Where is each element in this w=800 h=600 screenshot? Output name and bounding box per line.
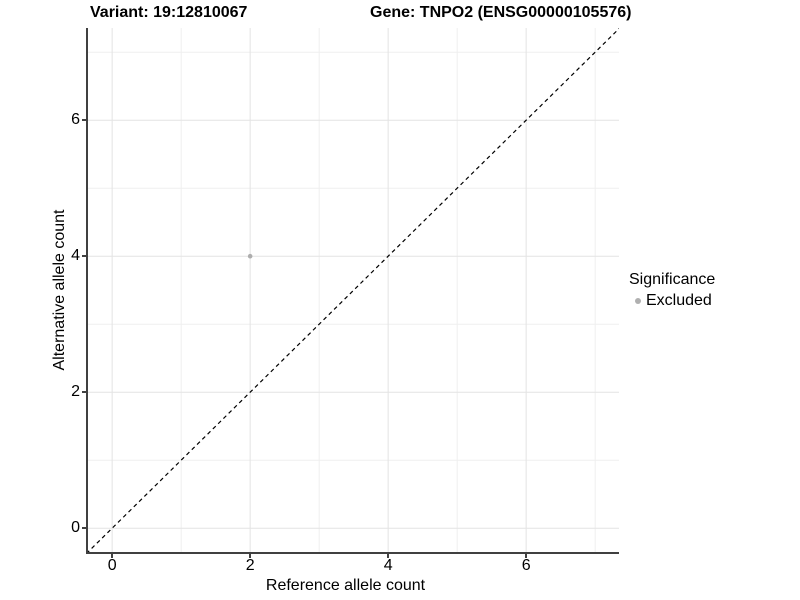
- x-axis-line: [86, 552, 619, 554]
- data-point: [247, 253, 253, 259]
- x-tick-mark: [249, 554, 252, 558]
- y-tick-mark: [82, 119, 86, 122]
- y-tick-mark: [82, 391, 86, 394]
- legend-point-icon: [635, 298, 641, 304]
- y-tick-label: 2: [71, 383, 80, 401]
- legend-entry-label: Excluded: [646, 292, 712, 309]
- y-tick-label: 6: [71, 111, 80, 129]
- plot-panel: [88, 28, 619, 552]
- x-tick-mark: [111, 554, 114, 558]
- y-tick-mark: [82, 255, 86, 258]
- y-axis-title: Alternative allele count: [51, 209, 68, 371]
- plot-title-variant: Variant: 19:12810067: [90, 4, 248, 21]
- x-axis-title: Reference allele count: [265, 577, 426, 594]
- x-tick-label: 4: [383, 557, 393, 574]
- x-tick-label: 2: [245, 557, 255, 574]
- y-tick-mark: [82, 527, 86, 530]
- identity-dashed-line: [88, 28, 619, 552]
- legend: Significance Excluded: [629, 271, 715, 310]
- y-tick-label: 0: [71, 519, 80, 537]
- y-axis-line: [86, 28, 88, 554]
- y-tick-label: 4: [71, 247, 80, 265]
- x-tick-label: 0: [107, 557, 117, 574]
- plot-title-gene: Gene: TNPO2 (ENSG00000105576): [370, 4, 632, 21]
- x-tick-mark: [525, 554, 528, 558]
- legend-title: Significance: [629, 271, 716, 288]
- x-tick-mark: [387, 554, 390, 558]
- legend-entry: Excluded: [629, 292, 715, 310]
- x-tick-label: 6: [521, 557, 531, 574]
- chart-canvas: [88, 28, 619, 552]
